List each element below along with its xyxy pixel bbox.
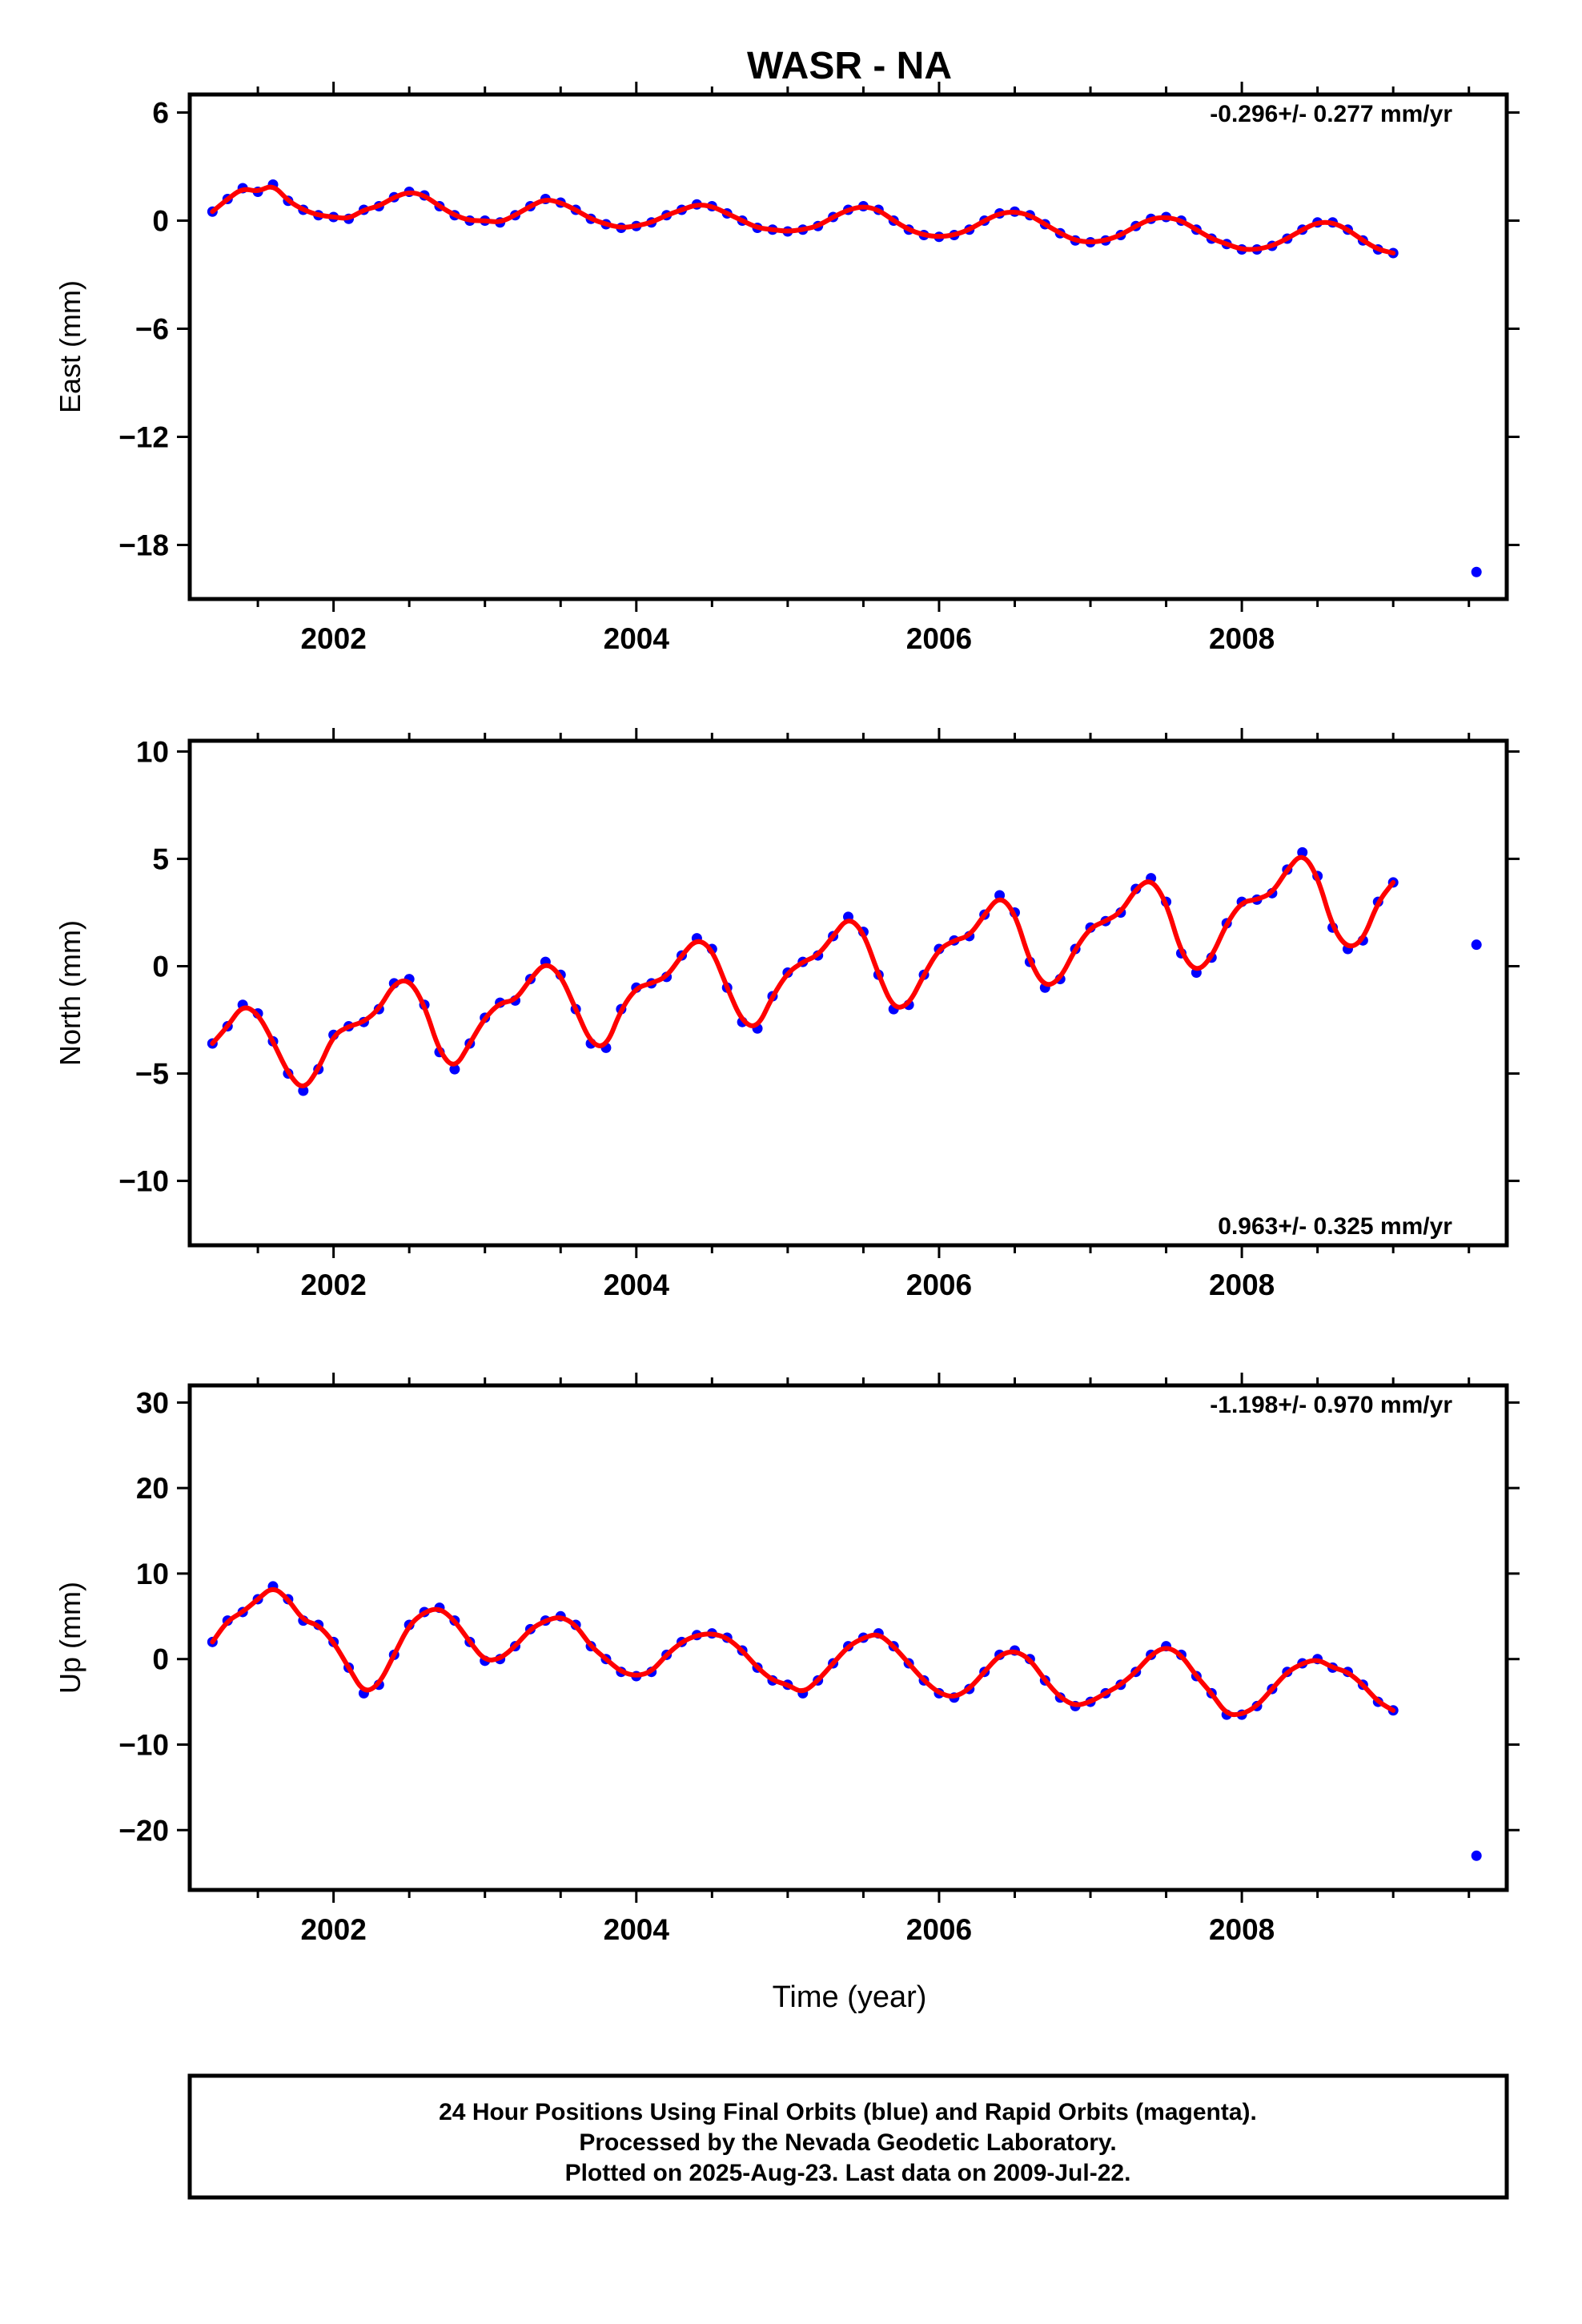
x-tick-label: 2008 <box>1209 1913 1275 1946</box>
footer-line-1: 24 Hour Positions Using Final Orbits (bl… <box>439 2099 1257 2125</box>
y-tick-label: −18 <box>118 529 169 562</box>
plot-frame <box>187 1383 1509 1892</box>
fit-line <box>210 854 1396 1088</box>
rate-annotation: 0.963+/- 0.325 mm/yr <box>1218 1213 1452 1240</box>
x-tick-label: 2008 <box>1209 1269 1275 1301</box>
footer-box: 24 Hour Positions Using Final Orbits (bl… <box>187 2073 1509 2200</box>
east-panel: 6 0 −6 −12 −18 2002 2004 2006 2008 East (mm) -0.29… <box>54 82 1520 655</box>
y-tick-label: −12 <box>118 421 169 454</box>
y-tick-label: 5 <box>152 842 169 875</box>
y-tick-label: 0 <box>152 950 169 983</box>
fit-line <box>210 1586 1396 1718</box>
y-axis-label: North (mm) <box>54 920 86 1066</box>
y-tick-label: −10 <box>118 1728 169 1761</box>
y-tick-label: 0 <box>152 1643 169 1676</box>
rate-annotation: -1.198+/- 0.970 mm/yr <box>1210 1392 1452 1418</box>
x-tick-label: 2004 <box>604 1913 670 1946</box>
footer-line-2: Processed by the Nevada Geodetic Laborat… <box>579 2129 1116 2156</box>
y-axis-label: East (mm) <box>54 280 86 413</box>
x-tick-label: 2004 <box>604 1269 670 1301</box>
y-tick-label: 6 <box>152 97 169 130</box>
x-tick-label: 2002 <box>300 1913 366 1946</box>
x-tick-label: 2002 <box>300 622 366 655</box>
y-tick-label: 10 <box>136 735 169 768</box>
data-point <box>1471 566 1482 577</box>
y-tick-label: −20 <box>118 1814 169 1847</box>
footer-line-3: Plotted on 2025-Aug-23. Last data on 200… <box>565 2160 1131 2186</box>
x-tick-label: 2006 <box>906 1269 972 1301</box>
y-tick-label: 20 <box>136 1472 169 1505</box>
fit-line <box>210 184 1396 255</box>
data-point <box>1471 1850 1482 1861</box>
y-tick-label: 30 <box>136 1386 169 1419</box>
x-axis-label: Time (year) <box>773 1980 927 2014</box>
figure-title: WASR - NA <box>747 45 952 87</box>
data-point <box>1297 846 1308 858</box>
x-tick-label: 2002 <box>300 1269 366 1301</box>
plot-frame <box>187 92 1509 601</box>
y-tick-label: 10 <box>136 1558 169 1590</box>
y-tick-label: −5 <box>135 1058 169 1091</box>
data-point <box>449 1063 460 1075</box>
y-axis-label: Up (mm) <box>54 1582 86 1694</box>
plot-frame <box>187 738 1509 1248</box>
y-tick-label: −10 <box>118 1165 169 1198</box>
x-tick-label: 2004 <box>604 622 670 655</box>
y-tick-label: 0 <box>152 205 169 238</box>
rate-annotation: -0.296+/- 0.277 mm/yr <box>1210 101 1452 127</box>
up-panel: 30 20 10 0 −10 −20 2002 2004 2006 2008 Up (mm) -1.1… <box>54 1373 1520 1946</box>
x-tick-label: 2006 <box>906 1913 972 1946</box>
x-tick-label: 2008 <box>1209 622 1275 655</box>
x-tick-label: 2006 <box>906 622 972 655</box>
y-tick-label: −6 <box>135 313 169 346</box>
data-point <box>1471 939 1482 951</box>
north-panel: 10 5 0 −5 −10 2002 2004 2006 2008 North (mm) 0.963… <box>54 728 1520 1301</box>
